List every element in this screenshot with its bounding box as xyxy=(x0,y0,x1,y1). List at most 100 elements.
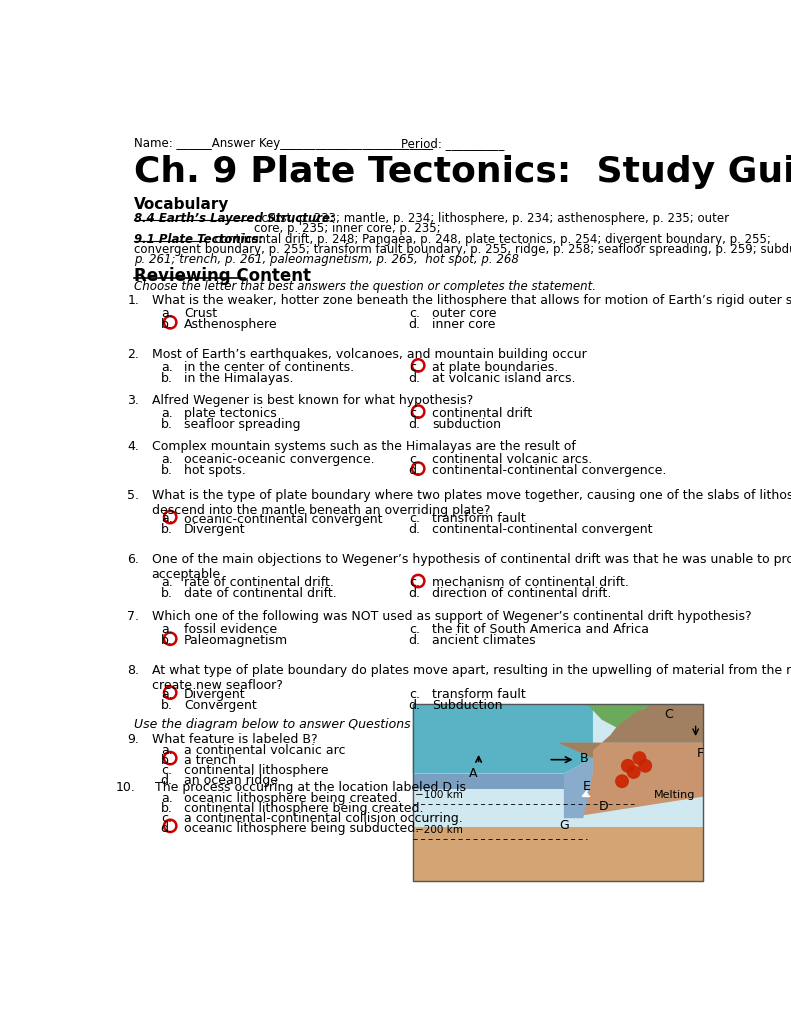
Text: 1.: 1. xyxy=(127,294,139,307)
Text: Period: __________: Period: __________ xyxy=(401,137,505,150)
Text: b.: b. xyxy=(161,372,172,385)
Text: d.: d. xyxy=(408,698,421,712)
Text: c.: c. xyxy=(410,454,421,466)
Text: d.: d. xyxy=(408,317,421,331)
Text: b.: b. xyxy=(161,755,172,767)
Bar xyxy=(413,705,703,882)
Text: The process occurring at the location labeled D is: The process occurring at the location la… xyxy=(156,781,467,795)
Text: d.: d. xyxy=(408,372,421,385)
Text: Paleomagnetism: Paleomagnetism xyxy=(184,634,288,647)
Text: fossil evidence: fossil evidence xyxy=(184,624,278,636)
Text: plate tectonics: plate tectonics xyxy=(184,407,277,420)
Text: a.: a. xyxy=(161,577,172,590)
Circle shape xyxy=(615,774,629,788)
Polygon shape xyxy=(558,705,703,758)
Polygon shape xyxy=(413,705,593,773)
Bar xyxy=(413,705,703,882)
Circle shape xyxy=(621,759,635,773)
Text: a trench: a trench xyxy=(184,755,237,767)
Text: Choose the letter that best answers the question or completes the statement.: Choose the letter that best answers the … xyxy=(134,280,596,293)
Text: What is the type of plate boundary where two plates move together, causing one o: What is the type of plate boundary where… xyxy=(152,488,791,517)
Text: c.: c. xyxy=(410,407,421,420)
Circle shape xyxy=(633,752,646,765)
Text: seafloor spreading: seafloor spreading xyxy=(184,418,301,431)
Text: 2.: 2. xyxy=(127,348,139,360)
Text: a continental volcanic arc: a continental volcanic arc xyxy=(184,744,346,758)
Text: 7.: 7. xyxy=(127,610,139,624)
Text: b.: b. xyxy=(161,698,172,712)
Polygon shape xyxy=(558,742,703,816)
Text: Convergent: Convergent xyxy=(184,698,257,712)
Text: Ch. 9 Plate Tectonics:  Study Guide: Ch. 9 Plate Tectonics: Study Guide xyxy=(134,156,791,189)
Text: −100 km: −100 km xyxy=(415,791,463,801)
Text: a.: a. xyxy=(161,307,172,319)
Text: b.: b. xyxy=(161,587,172,600)
Text: inner core: inner core xyxy=(432,317,495,331)
Circle shape xyxy=(626,765,641,779)
Text: b.: b. xyxy=(161,523,172,537)
Text: Divergent: Divergent xyxy=(184,688,246,701)
Text: the fit of South America and Africa: the fit of South America and Africa xyxy=(432,624,649,636)
Text: E: E xyxy=(583,780,591,794)
Text: oceanic-continental convergent: oceanic-continental convergent xyxy=(184,512,383,525)
Text: d.: d. xyxy=(408,418,421,431)
Text: Complex mountain systems such as the Himalayas are the result of: Complex mountain systems such as the Him… xyxy=(152,440,575,453)
Text: 4.: 4. xyxy=(127,440,139,453)
Text: b.: b. xyxy=(161,802,172,815)
Text: c.: c. xyxy=(410,577,421,590)
Text: hot spots.: hot spots. xyxy=(184,464,246,477)
Text: What feature is labeled B?: What feature is labeled B? xyxy=(152,733,317,746)
Text: Subduction: Subduction xyxy=(432,698,502,712)
Text: date of continental drift.: date of continental drift. xyxy=(184,587,337,600)
Text: c.: c. xyxy=(410,512,421,525)
Text: Use the diagram below to answer Questions: Use the diagram below to answer Question… xyxy=(134,718,411,731)
Polygon shape xyxy=(587,705,703,727)
Text: c.: c. xyxy=(410,360,421,374)
Text: 6.: 6. xyxy=(127,553,139,565)
Text: c.: c. xyxy=(161,764,172,777)
Text: What is the weaker, hotter zone beneath the lithosphere that allows for motion o: What is the weaker, hotter zone beneath … xyxy=(152,294,791,307)
Text: a.: a. xyxy=(161,688,172,701)
Text: b.: b. xyxy=(161,464,172,477)
Text: Reviewing Content: Reviewing Content xyxy=(134,267,311,285)
Text: d.: d. xyxy=(161,774,172,787)
Text: direction of continental drift.: direction of continental drift. xyxy=(432,587,611,600)
Text: ancient climates: ancient climates xyxy=(432,634,536,647)
Text: Name: ______Answer Key__________________________: Name: ______Answer Key__________________… xyxy=(134,137,433,150)
Bar xyxy=(413,705,703,882)
Text: D: D xyxy=(599,800,608,813)
Text: a.: a. xyxy=(161,512,172,525)
Text: b.: b. xyxy=(161,418,172,431)
Text: 8.4 Earth’s Layered Structure:: 8.4 Earth’s Layered Structure: xyxy=(134,212,335,225)
Text: B: B xyxy=(579,752,588,765)
Text: d.: d. xyxy=(408,523,421,537)
Polygon shape xyxy=(413,858,703,882)
Text: At what type of plate boundary do plates move apart, resulting in the upwelling : At what type of plate boundary do plates… xyxy=(152,665,791,692)
Text: d.: d. xyxy=(408,464,421,477)
Text: 3.: 3. xyxy=(127,394,139,407)
Text: One of the main objections to Wegener’s hypothesis of continental drift was that: One of the main objections to Wegener’s … xyxy=(152,553,791,581)
Polygon shape xyxy=(413,773,564,788)
Text: transform fault: transform fault xyxy=(432,512,526,525)
Text: subduction: subduction xyxy=(432,418,501,431)
Text: transform fault: transform fault xyxy=(432,688,526,701)
Text: −200 km: −200 km xyxy=(415,825,463,836)
Text: continental drift, p. 248; Pangaea, p. 248, plate tectonics, p. 254; divergent b: continental drift, p. 248; Pangaea, p. 2… xyxy=(207,233,771,246)
Text: Asthenosphere: Asthenosphere xyxy=(184,317,278,331)
Text: in the center of continents.: in the center of continents. xyxy=(184,360,354,374)
Text: at volcanic island arcs.: at volcanic island arcs. xyxy=(432,372,576,385)
Text: 9.: 9. xyxy=(127,733,139,746)
Text: 10.: 10. xyxy=(115,781,135,795)
Text: d.: d. xyxy=(408,634,421,647)
Text: a.: a. xyxy=(161,792,172,805)
Text: A: A xyxy=(469,767,478,780)
Text: oceanic lithosphere being created.: oceanic lithosphere being created. xyxy=(184,792,402,805)
Text: b.: b. xyxy=(161,317,172,331)
Text: p. 261; trench, p. 261, paleomagnetism, p. 265,  hot spot, p. 268: p. 261; trench, p. 261, paleomagnetism, … xyxy=(134,253,519,266)
Text: continental-continental convergent: continental-continental convergent xyxy=(432,523,653,537)
Text: mechanism of continental drift.: mechanism of continental drift. xyxy=(432,577,629,590)
Text: oceanic lithosphere being subducted.: oceanic lithosphere being subducted. xyxy=(184,822,419,835)
Text: d.: d. xyxy=(161,822,172,835)
Text: Alfred Wegener is best known for what hypothesis?: Alfred Wegener is best known for what hy… xyxy=(152,394,473,407)
Text: core, p. 235; inner core, p. 235;: core, p. 235; inner core, p. 235; xyxy=(254,222,441,236)
